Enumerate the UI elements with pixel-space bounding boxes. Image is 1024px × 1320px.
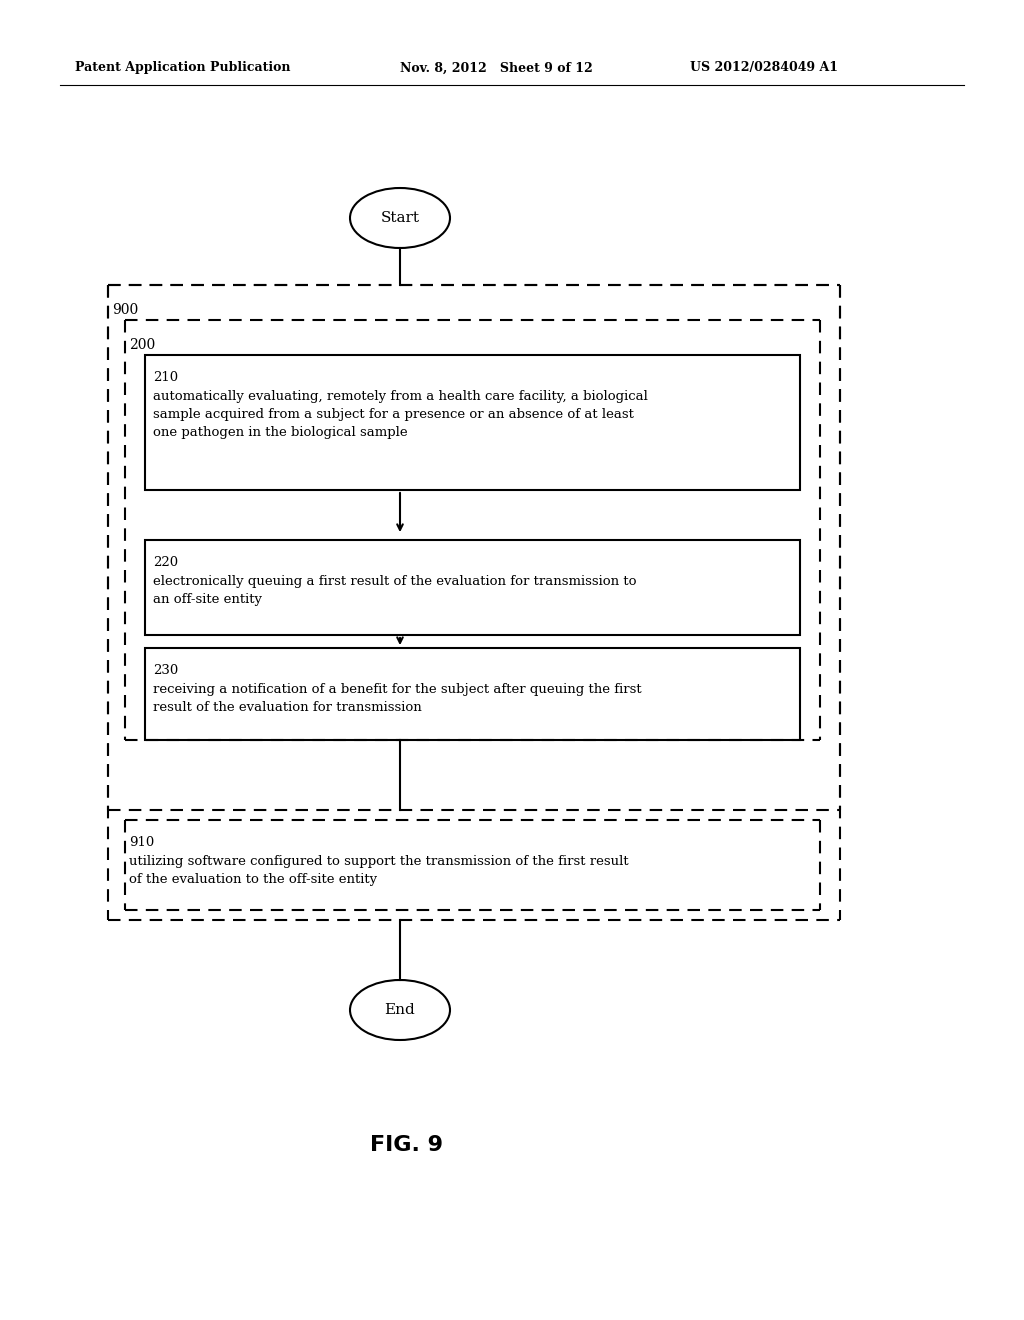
Text: Nov. 8, 2012   Sheet 9 of 12: Nov. 8, 2012 Sheet 9 of 12 — [400, 62, 593, 74]
Text: utilizing software configured to support the transmission of the first result
of: utilizing software configured to support… — [129, 855, 629, 886]
Bar — [145, 540, 800, 635]
Text: 230: 230 — [153, 664, 178, 677]
Text: 200: 200 — [129, 338, 156, 352]
Text: Patent Application Publication: Patent Application Publication — [75, 62, 291, 74]
Text: 900: 900 — [112, 304, 138, 317]
Text: electronically queuing a first result of the evaluation for transmission to
an o: electronically queuing a first result of… — [153, 576, 637, 606]
Text: 220: 220 — [153, 556, 178, 569]
Text: receiving a notification of a benefit for the subject after queuing the first
re: receiving a notification of a benefit fo… — [153, 682, 642, 714]
Text: US 2012/0284049 A1: US 2012/0284049 A1 — [690, 62, 838, 74]
Text: End: End — [385, 1003, 416, 1016]
Text: Start: Start — [381, 211, 420, 224]
Text: 210: 210 — [153, 371, 178, 384]
Bar — [145, 648, 800, 741]
Text: 910: 910 — [129, 836, 155, 849]
Text: automatically evaluating, remotely from a health care facility, a biological
sam: automatically evaluating, remotely from … — [153, 389, 648, 440]
Text: FIG. 9: FIG. 9 — [370, 1135, 443, 1155]
Bar — [145, 355, 800, 490]
